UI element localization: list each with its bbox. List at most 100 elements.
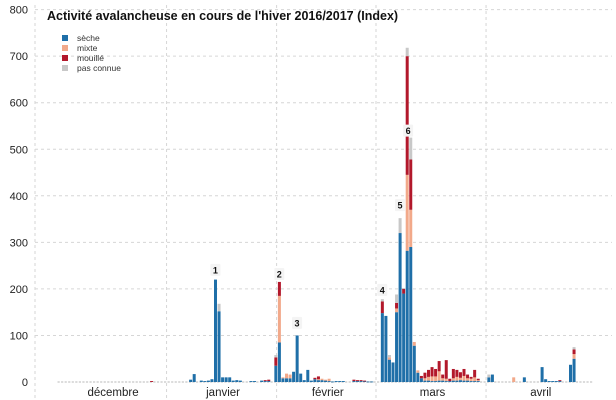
day-bar (558, 380, 562, 382)
day-bar (402, 287, 406, 382)
legend-label: mouillé (77, 53, 104, 63)
day-bar (238, 380, 242, 382)
day-bar (235, 380, 239, 382)
day-bar (338, 381, 342, 382)
day-bar (490, 374, 494, 382)
day-bar (210, 379, 214, 382)
day-bar (285, 373, 288, 382)
day-bar (288, 374, 292, 382)
day-bar (437, 361, 441, 382)
day-bar (199, 380, 203, 382)
day-bar (192, 374, 196, 382)
day-bar (281, 377, 285, 382)
day-bar (359, 380, 363, 382)
day-bar (352, 379, 356, 382)
day-bar (189, 379, 193, 382)
legend-swatch (62, 65, 68, 71)
day-bar (405, 47, 409, 382)
legend-label: mixte (77, 43, 98, 53)
day-bar (292, 371, 296, 382)
day-bar (448, 378, 452, 382)
annotation-box (395, 199, 405, 212)
day-bar (327, 378, 331, 382)
annotation-box (292, 316, 303, 329)
day-bar (430, 367, 434, 382)
day-bar (572, 347, 576, 382)
chart-title: Activité avalancheuse en cours de l'hive… (47, 9, 399, 23)
day-bar (434, 368, 438, 382)
day-bar (387, 355, 391, 382)
day-bar (466, 374, 470, 382)
y-tick-label: 600 (10, 98, 28, 110)
day-bar (363, 380, 367, 382)
y-tick-label: 700 (10, 51, 28, 63)
day-bar (384, 315, 388, 382)
day-bar (427, 369, 430, 382)
annotation-box (403, 124, 414, 137)
day-bar (455, 369, 459, 382)
day-bar (263, 380, 267, 382)
day-bar (228, 377, 232, 382)
day-bar (309, 380, 313, 382)
day-bar (487, 374, 491, 382)
day-bar (253, 381, 257, 382)
legend-item: pas connue (62, 63, 121, 73)
day-bar (324, 379, 328, 382)
day-bar (476, 378, 480, 382)
x-month-label: avril (530, 387, 551, 399)
annotation-label: 4 (380, 285, 385, 295)
day-bar (380, 299, 384, 382)
y-tick-label: 0 (22, 377, 28, 389)
y-tick-label: 500 (10, 144, 28, 156)
day-bar (231, 380, 235, 382)
y-tick-label: 300 (10, 237, 28, 249)
day-bar (451, 368, 455, 382)
y-tick-label: 100 (10, 330, 28, 342)
legend-item: mixte (62, 43, 121, 53)
y-tick-label: 200 (10, 284, 28, 296)
day-bar (331, 381, 335, 383)
day-bar (547, 381, 551, 382)
legend-swatch (62, 55, 68, 61)
day-bar (356, 380, 359, 382)
x-month-label: janvier (205, 387, 240, 399)
legend-swatch (62, 45, 68, 51)
day-bar (370, 381, 374, 383)
legend-swatch (62, 35, 68, 41)
day-bar (299, 373, 303, 382)
day-bar (277, 281, 281, 382)
day-bar (221, 377, 225, 382)
x-month-label: décembre (87, 387, 138, 399)
day-bar (569, 364, 572, 382)
y-tick-label: 400 (10, 191, 28, 203)
day-bar (203, 381, 207, 382)
day-bar (540, 367, 544, 382)
day-bar (416, 370, 420, 382)
day-bar (419, 375, 423, 382)
day-bar (391, 362, 395, 382)
annotation-label: 5 (397, 201, 402, 211)
annotation-box (274, 268, 285, 281)
day-bar (217, 303, 221, 382)
annotation-label: 2 (277, 270, 282, 280)
y-tick-label: 800 (10, 5, 28, 17)
annotation-label: 6 (406, 126, 411, 136)
legend-label: sèche (77, 33, 100, 43)
day-bar (341, 381, 345, 382)
annotation-box (377, 283, 388, 296)
day-bar (214, 279, 217, 382)
day-bar (522, 377, 526, 382)
day-bar (313, 377, 317, 382)
legend: sèche mixte mouillé pas connue (62, 33, 121, 73)
annotation-label: 3 (295, 318, 300, 328)
day-bar (462, 368, 466, 382)
day-bar (551, 381, 555, 382)
day-bar (412, 341, 416, 382)
day-bar (554, 381, 558, 382)
day-bar (441, 374, 445, 382)
day-bar (395, 294, 399, 382)
day-bar (249, 381, 253, 382)
annotation-label: 1 (213, 265, 218, 275)
day-bar (544, 379, 548, 382)
